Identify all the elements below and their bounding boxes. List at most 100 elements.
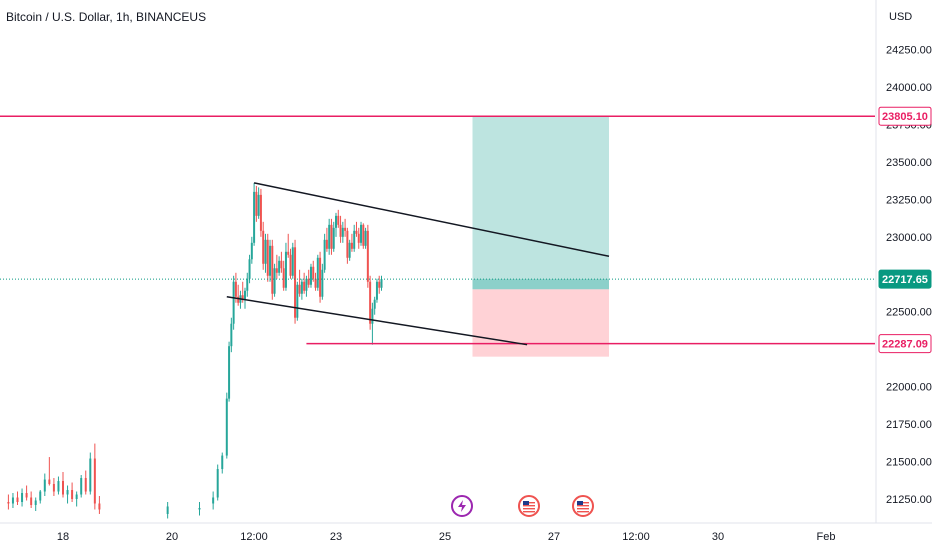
candle-body xyxy=(353,230,356,249)
candle-body xyxy=(166,506,169,514)
candle-body xyxy=(357,233,360,243)
price-tick-label: 24000.00 xyxy=(886,82,932,94)
candle-body xyxy=(350,242,353,249)
resistance-price-tag-text: 23805.10 xyxy=(882,111,928,123)
price-tick-label: 22500.00 xyxy=(886,307,932,319)
candle-body xyxy=(309,266,312,285)
candle-body xyxy=(282,268,285,288)
candle-body xyxy=(355,230,358,234)
candle-body xyxy=(298,284,301,294)
candle-body xyxy=(312,266,315,279)
candle-body xyxy=(246,278,249,291)
candle-body xyxy=(335,215,337,228)
candle-body xyxy=(257,194,260,216)
candle-body xyxy=(348,242,351,258)
candle-body xyxy=(378,281,381,288)
candle-body xyxy=(30,497,33,505)
candle-body xyxy=(321,269,324,297)
candle-body xyxy=(264,239,267,264)
candle-body xyxy=(337,215,340,225)
candle-body xyxy=(375,281,378,300)
profit-zone[interactable] xyxy=(472,116,610,290)
lightning-icon[interactable] xyxy=(451,495,473,517)
candle-body xyxy=(221,455,224,470)
candle-body xyxy=(319,257,322,297)
chart-title: Bitcoin / U.S. Dollar, 1h, BINANCEUS xyxy=(6,10,207,24)
position-tool[interactable] xyxy=(472,115,610,357)
candle-body xyxy=(316,257,319,288)
drawing-layer[interactable] xyxy=(0,115,875,346)
candle-body xyxy=(43,479,46,492)
price-axis[interactable]: USD21250.0021500.0021750.0022000.0022250… xyxy=(878,11,932,506)
candle-body xyxy=(325,239,328,249)
event-icons[interactable] xyxy=(451,495,594,517)
price-tick-label: 22000.00 xyxy=(886,382,932,394)
candle-body xyxy=(66,490,69,495)
upper-trendline[interactable] xyxy=(253,182,610,258)
candle-body xyxy=(75,494,78,499)
candle-body xyxy=(34,500,37,505)
candle-body xyxy=(216,469,219,498)
candle-body xyxy=(71,490,74,499)
candle-body xyxy=(271,245,274,294)
candle-body xyxy=(62,481,64,495)
candle-body xyxy=(294,247,297,318)
candle-body xyxy=(266,239,269,276)
candle-body xyxy=(262,230,265,264)
price-tick-label: 23500.00 xyxy=(886,157,932,169)
time-tick-label: 25 xyxy=(439,531,451,543)
lower-trendline[interactable] xyxy=(226,296,528,346)
time-axis[interactable]: 18 20 12:00 23 25 27 12:00 30 Feb xyxy=(57,531,836,543)
candle-body xyxy=(305,278,308,291)
time-tick-label: 27 xyxy=(548,531,560,543)
candlestick-series xyxy=(7,182,383,519)
candle-body xyxy=(362,224,365,246)
candle-body xyxy=(253,191,256,243)
candle-body xyxy=(273,268,276,294)
candle-body xyxy=(328,224,331,249)
candle-body xyxy=(16,497,19,502)
candle-body xyxy=(344,227,347,231)
candle-body xyxy=(300,281,303,294)
candle-body xyxy=(373,299,376,309)
candle-body xyxy=(255,191,258,216)
support-price-tag xyxy=(878,334,932,354)
candle-body xyxy=(346,230,349,258)
candle-body xyxy=(248,259,251,279)
candle-body xyxy=(307,278,310,285)
time-tick-label: 18 xyxy=(57,531,69,543)
candle-body xyxy=(39,491,42,501)
currency-label: USD xyxy=(889,11,912,23)
candle-body xyxy=(25,493,28,498)
candle-body xyxy=(57,481,60,492)
stop-loss-zone[interactable] xyxy=(472,289,610,357)
candle-body xyxy=(89,458,92,492)
candle-body xyxy=(339,224,342,237)
candle-body xyxy=(296,284,299,318)
candle-body xyxy=(212,497,215,504)
candle-body xyxy=(303,281,306,291)
candle-body xyxy=(21,493,24,502)
candle-body xyxy=(366,230,369,282)
candle-body xyxy=(259,194,262,231)
candle-body xyxy=(230,323,233,347)
us-flag-icon[interactable] xyxy=(518,495,540,517)
candle-body xyxy=(93,458,96,504)
last-price-tag-text: 22717.65 xyxy=(882,274,928,286)
support-price-tag-text: 22287.09 xyxy=(882,339,928,351)
candle-body xyxy=(232,281,235,324)
candle-body xyxy=(380,279,383,288)
candle-body xyxy=(332,227,335,249)
candle-body xyxy=(241,295,244,300)
candle-body xyxy=(84,478,87,492)
candle-body xyxy=(7,501,10,504)
price-tick-label: 23250.00 xyxy=(886,194,932,206)
candle-body xyxy=(234,281,237,297)
candle-body xyxy=(278,260,281,273)
candle-body xyxy=(287,251,290,255)
candle-body xyxy=(341,227,344,237)
price-tick-label: 23000.00 xyxy=(886,232,932,244)
us-flag-icon[interactable] xyxy=(572,495,594,517)
candle-body xyxy=(360,224,363,243)
